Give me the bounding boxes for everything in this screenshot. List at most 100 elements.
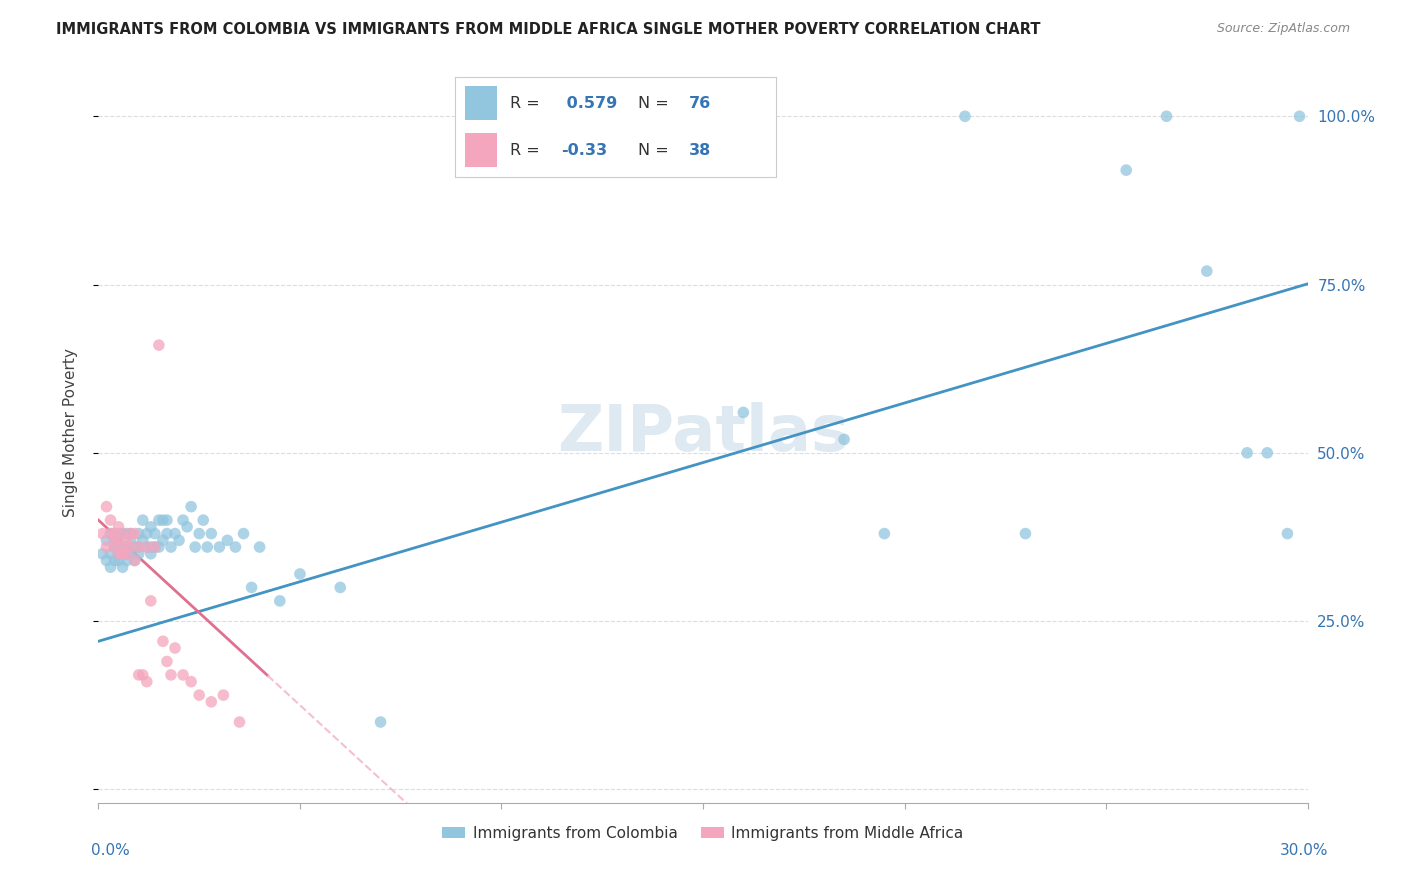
Point: [132, 513, 155, 527]
Point: [107, 547, 129, 561]
Point: [163, 640, 186, 655]
Point: [156, 513, 179, 527]
Point: [1236, 446, 1258, 460]
Point: [128, 526, 150, 541]
Point: [152, 513, 174, 527]
Point: [132, 533, 155, 548]
Point: [111, 547, 134, 561]
Point: [124, 526, 146, 541]
Point: [103, 533, 125, 548]
Point: [176, 520, 198, 534]
Point: [96, 540, 118, 554]
Point: [143, 540, 166, 554]
Point: [249, 540, 271, 554]
Point: [1195, 264, 1218, 278]
Point: [111, 526, 134, 541]
Point: [128, 668, 150, 682]
Point: [148, 513, 170, 527]
Point: [139, 540, 162, 554]
Text: Source: ZipAtlas.com: Source: ZipAtlas.com: [1216, 22, 1350, 36]
Point: [120, 540, 142, 554]
Point: [115, 547, 138, 561]
Point: [193, 513, 215, 527]
Point: [100, 513, 122, 527]
Point: [103, 553, 125, 567]
Point: [1156, 109, 1178, 123]
Point: [370, 714, 392, 729]
Point: [148, 338, 170, 352]
Point: [128, 540, 150, 554]
Point: [139, 547, 162, 561]
Point: [172, 513, 194, 527]
Point: [107, 540, 129, 554]
Point: [188, 526, 211, 541]
Point: [832, 433, 855, 447]
Point: [115, 526, 138, 541]
Point: [269, 594, 291, 608]
Point: [200, 526, 222, 541]
Point: [100, 526, 122, 541]
Point: [124, 540, 146, 554]
Text: IMMIGRANTS FROM COLOMBIA VS IMMIGRANTS FROM MIDDLE AFRICA SINGLE MOTHER POVERTY : IMMIGRANTS FROM COLOMBIA VS IMMIGRANTS F…: [56, 22, 1040, 37]
Text: 30.0%: 30.0%: [1281, 843, 1329, 858]
Point: [224, 540, 246, 554]
Point: [124, 553, 146, 567]
Point: [167, 533, 190, 548]
Point: [120, 526, 142, 541]
Legend: Immigrants from Colombia, Immigrants from Middle Africa: Immigrants from Colombia, Immigrants fro…: [436, 820, 970, 847]
Point: [1115, 163, 1137, 178]
Point: [132, 668, 155, 682]
Point: [111, 560, 134, 574]
Point: [120, 533, 142, 548]
Point: [733, 405, 755, 419]
Point: [100, 526, 122, 541]
Point: [212, 688, 235, 702]
Text: 0.0%: 0.0%: [91, 843, 131, 858]
Point: [180, 500, 202, 514]
Point: [115, 547, 138, 561]
Point: [180, 674, 202, 689]
Point: [160, 540, 183, 554]
Point: [195, 540, 218, 554]
Point: [139, 520, 162, 534]
Point: [96, 533, 118, 548]
Point: [1277, 526, 1299, 541]
Point: [91, 526, 114, 541]
Point: [135, 540, 157, 554]
Point: [120, 526, 142, 541]
Y-axis label: Single Mother Poverty: Single Mother Poverty: [63, 348, 77, 517]
Point: [115, 553, 138, 567]
Point: [208, 540, 231, 554]
Text: ZIPatlas: ZIPatlas: [557, 401, 849, 464]
Point: [103, 526, 125, 541]
Point: [115, 533, 138, 548]
Point: [288, 566, 311, 581]
Point: [217, 533, 239, 548]
Point: [107, 533, 129, 548]
Point: [240, 581, 263, 595]
Point: [152, 533, 174, 548]
Point: [135, 526, 157, 541]
Point: [107, 553, 129, 567]
Point: [111, 540, 134, 554]
Point: [128, 547, 150, 561]
Point: [200, 695, 222, 709]
Point: [163, 526, 186, 541]
Point: [128, 540, 150, 554]
Point: [135, 540, 157, 554]
Point: [1256, 446, 1278, 460]
Point: [143, 540, 166, 554]
Point: [103, 540, 125, 554]
Point: [111, 526, 134, 541]
Point: [152, 634, 174, 648]
Point: [96, 500, 118, 514]
Point: [107, 520, 129, 534]
Point: [188, 688, 211, 702]
Point: [156, 526, 179, 541]
Point: [100, 547, 122, 561]
Point: [143, 526, 166, 541]
Point: [135, 674, 157, 689]
Point: [953, 109, 976, 123]
Point: [329, 581, 352, 595]
Point: [184, 540, 207, 554]
